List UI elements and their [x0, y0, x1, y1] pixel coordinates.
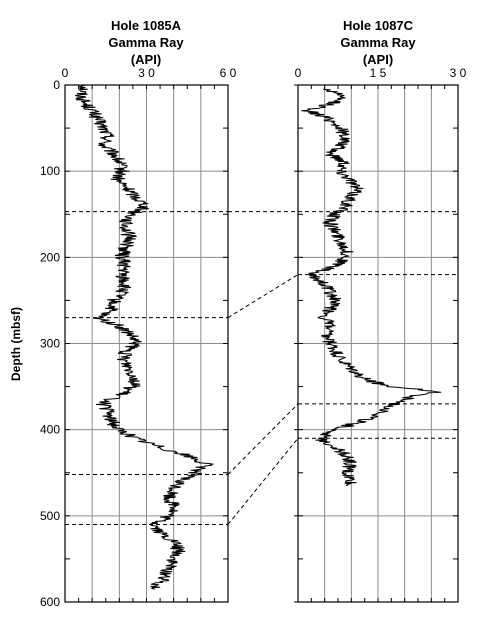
chart-2-y-ticks — [294, 84, 458, 603]
chart-1-y-tick-label: 300 — [40, 337, 60, 351]
chart-1-marker-lines — [65, 211, 228, 525]
chart-2-marker-lines — [298, 211, 458, 439]
chart-2-x-tick-label: 0 — [295, 66, 302, 80]
chart-1-y-ticks: 0 100 200 300 400 500 600 — [40, 78, 228, 609]
chart-2-title-line-3: (API) — [363, 52, 393, 67]
chart-1-y-tick-label: 100 — [40, 164, 60, 178]
chart-1-x-ticks: 0 3 0 6 0 — [62, 66, 237, 602]
chart-1-y-tick-label: 200 — [40, 250, 60, 264]
chart-2-title-line-1: Hole 1087C — [343, 18, 414, 33]
chart-1-y-tick-label: 500 — [40, 509, 60, 523]
chart-2-title-line-2: Gamma Ray — [340, 35, 416, 50]
chart-1-series-line — [75, 84, 214, 590]
chart-1-frame — [64, 84, 229, 603]
chart-1-y-axis-label: Depth (mbsf) — [9, 307, 23, 381]
chart-1-y-tick-label: 0 — [53, 78, 60, 92]
correlation-connector-3 — [227, 437, 299, 525]
chart-hole-1085a: Hole 1085A Gamma Ray (API) Depth (mbsf) … — [9, 18, 237, 609]
chart-2-series-line — [301, 88, 442, 487]
correlation-connectors — [227, 211, 299, 525]
chart-1-x-tick-label: 3 0 — [138, 66, 155, 80]
chart-1-x-tick-label: 6 0 — [220, 66, 237, 80]
chart-2-grid — [298, 85, 458, 602]
chart-1-y-tick-label: 400 — [40, 423, 60, 437]
chart-1-x-tick-label: 0 — [62, 66, 69, 80]
correlation-connector-1 — [227, 274, 299, 319]
chart-1-title-line-2: Gamma Ray — [108, 35, 184, 50]
correlation-connector-2 — [227, 403, 299, 475]
chart-1-title-line-3: (API) — [131, 52, 161, 67]
chart-2-x-tick-label: 1 5 — [370, 66, 387, 80]
chart-hole-1087c: Hole 1087C Gamma Ray (API) 0 1 5 3 0 — [294, 18, 467, 603]
chart-1-y-tick-label: 600 — [40, 595, 60, 609]
chart-2-x-ticks: 0 1 5 3 0 — [295, 66, 467, 602]
chart-1-title-line-1: Hole 1085A — [111, 18, 182, 33]
chart-2-x-tick-label: 3 0 — [450, 66, 467, 80]
chart-2-frame — [297, 84, 459, 603]
